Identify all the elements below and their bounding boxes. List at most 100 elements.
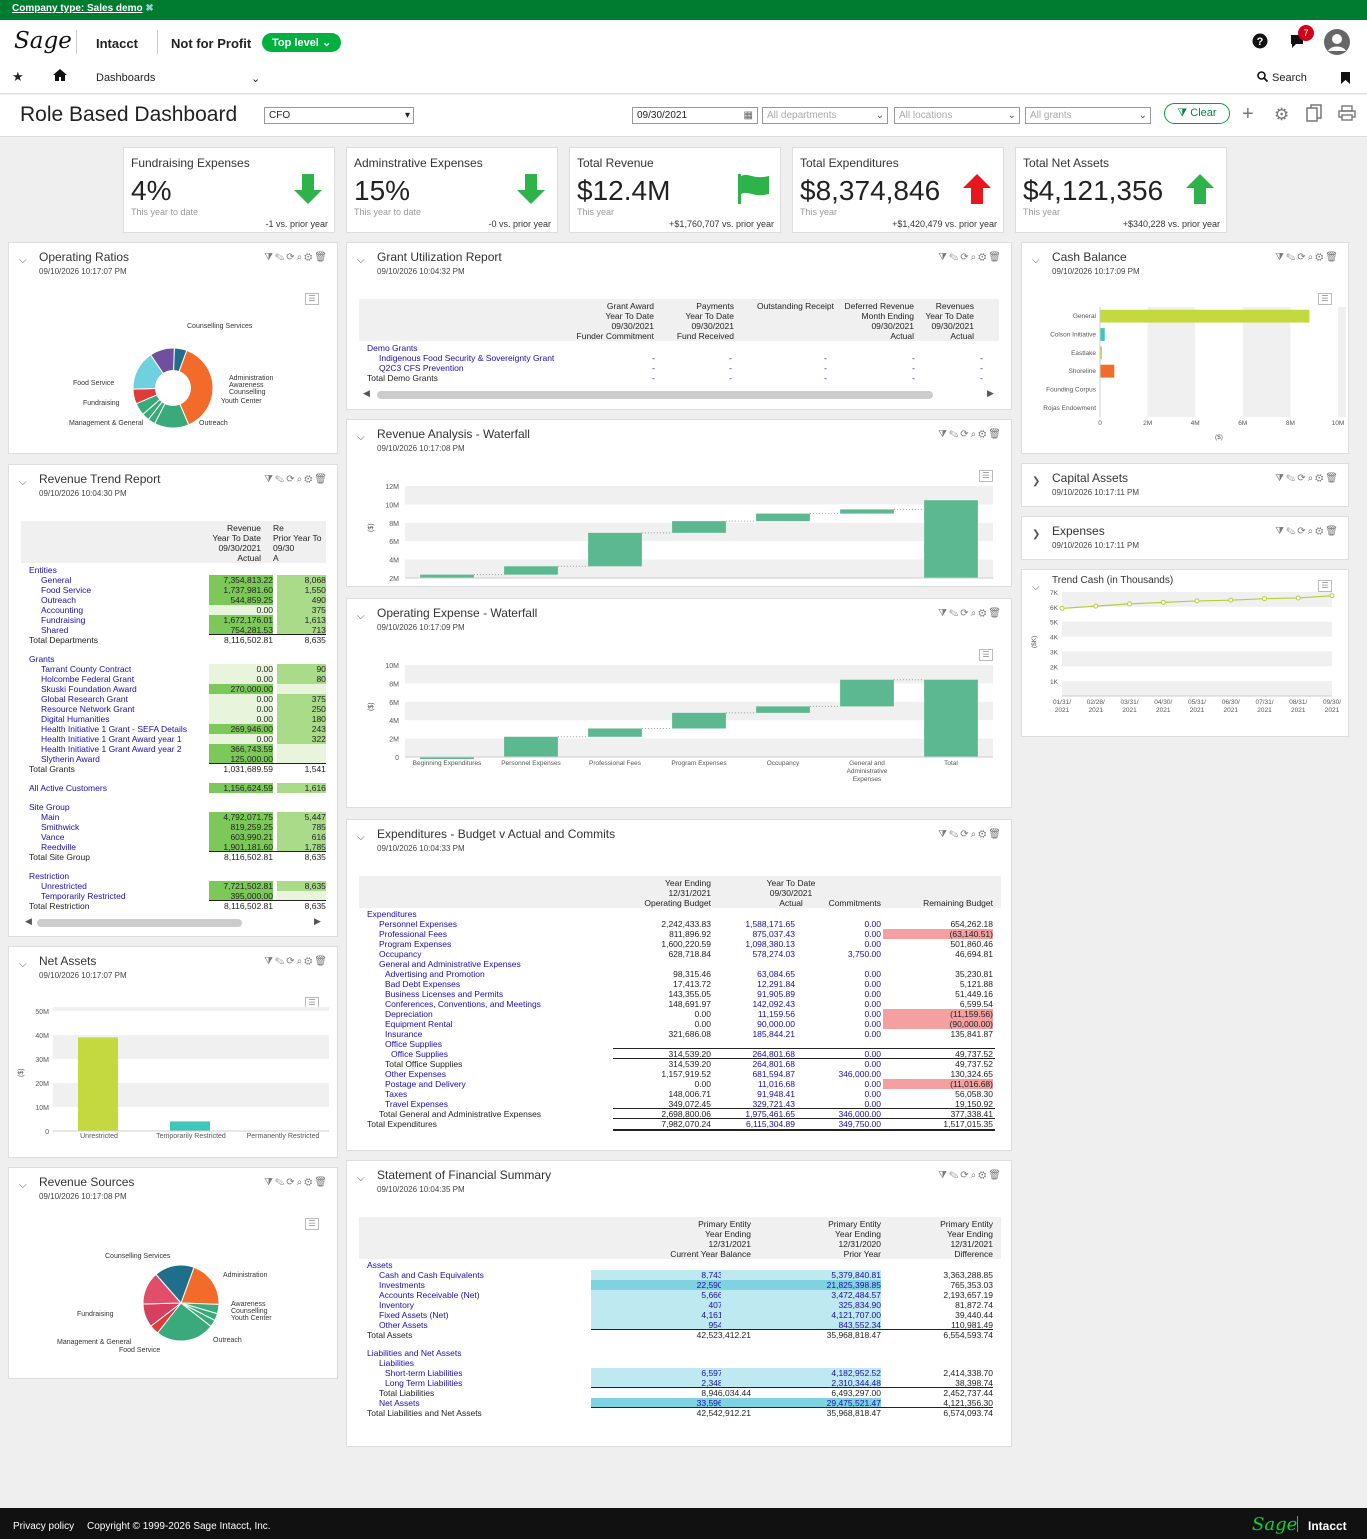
trash-icon[interactable]: 🗑 <box>988 829 1003 840</box>
trash-icon[interactable]: 🗑 <box>314 474 329 485</box>
table-row-label[interactable]: Vance <box>41 832 65 842</box>
table-row-label[interactable]: Outreach <box>41 595 76 605</box>
zoom-icon[interactable]: ⌕ <box>1307 473 1316 484</box>
company-name[interactable]: Not for Profit <box>171 36 252 51</box>
table-row-label[interactable]: Expenditures <box>367 909 417 919</box>
chevron-right-icon[interactable]: ❯ <box>1032 476 1041 487</box>
table-row-label[interactable]: Postage and Delivery <box>385 1079 466 1089</box>
gear-icon[interactable]: ⚙ <box>978 1170 989 1181</box>
entity-level-button[interactable]: Top level ⌄ <box>262 33 342 52</box>
trash-icon[interactable]: 🗑 <box>1325 526 1340 537</box>
table-row-label[interactable]: Investments <box>379 1280 425 1290</box>
refresh-icon[interactable]: ⟳ <box>1297 252 1308 263</box>
table-row-label[interactable]: Office Supplies <box>391 1049 449 1059</box>
table-row-label[interactable]: Tarrant County Contract <box>41 664 132 674</box>
filter-icon[interactable]: ⧩ <box>264 252 276 263</box>
trash-icon[interactable]: 🗑 <box>1325 252 1340 263</box>
table-row-label[interactable]: Indigenous Food Security & Sovereignty G… <box>379 353 555 363</box>
table-row-label[interactable]: Global Research Grant <box>41 694 128 704</box>
chevron-down-icon[interactable]: ⌵ <box>357 432 365 443</box>
trash-icon[interactable]: 🗑 <box>1325 473 1340 484</box>
table-row-label[interactable]: General <box>41 575 72 585</box>
departments-select[interactable]: All departments ⌄ <box>762 107 888 124</box>
chevron-down-icon[interactable]: ⌵ <box>357 1173 365 1184</box>
edit-icon[interactable]: ✎ <box>275 474 287 485</box>
edit-icon[interactable]: ✎ <box>275 252 287 263</box>
edit-icon[interactable]: ✎ <box>949 829 961 840</box>
table-row-label[interactable]: Restriction <box>29 871 70 881</box>
filter-icon[interactable]: ⧩ <box>264 1177 276 1188</box>
filter-icon[interactable]: ⧩ <box>264 956 276 967</box>
chart-menu-icon[interactable]: ☰ <box>305 1218 319 1230</box>
kpi-tile[interactable]: Adminstrative Expenses 15% This year to da… <box>346 147 558 233</box>
edit-icon[interactable]: ✎ <box>1286 252 1298 263</box>
trash-icon[interactable]: 🗑 <box>314 956 329 967</box>
add-icon[interactable]: + <box>1242 103 1254 125</box>
edit-icon[interactable]: ✎ <box>1286 473 1298 484</box>
table-row-label[interactable]: Equipment Rental <box>385 1019 453 1029</box>
chevron-down-icon[interactable]: ⌵ <box>357 832 365 843</box>
table-row-label[interactable]: Health Initiative 1 Grant Award year 2 <box>41 744 182 754</box>
table-row-label[interactable]: Health Initiative 1 Grant - SEFA Details <box>41 724 187 734</box>
home-icon[interactable] <box>52 68 68 86</box>
gear-icon[interactable]: ⚙ <box>978 429 989 440</box>
refresh-icon[interactable]: ⟳ <box>286 1177 297 1188</box>
filter-icon[interactable]: ⧩ <box>938 608 950 619</box>
filter-icon[interactable]: ⧩ <box>938 1170 950 1181</box>
table-row-label[interactable]: Net Assets <box>379 1398 420 1408</box>
edit-icon[interactable]: ✎ <box>1286 526 1298 537</box>
scroll-right-icon[interactable]: ▶ <box>314 916 321 926</box>
table-row-label[interactable]: Reedville <box>41 842 76 852</box>
zoom-icon[interactable]: ⌕ <box>1307 526 1316 537</box>
zoom-icon[interactable]: ⌕ <box>970 1170 979 1181</box>
filter-icon[interactable]: ⧩ <box>938 829 950 840</box>
table-row-label[interactable]: Taxes <box>385 1089 408 1099</box>
table-row-label[interactable]: Grants <box>29 654 55 664</box>
refresh-icon[interactable]: ⟳ <box>960 608 971 619</box>
chart-menu-icon[interactable]: ☰ <box>1318 293 1332 305</box>
gear-icon[interactable]: ⚙ <box>1315 473 1326 484</box>
chevron-down-icon[interactable]: ⌵ <box>1032 255 1040 266</box>
chart-menu-icon[interactable]: ☰ <box>305 293 319 305</box>
table-row-label[interactable]: Travel Expenses <box>385 1099 448 1109</box>
trash-icon[interactable]: 🗑 <box>988 429 1003 440</box>
table-row-label[interactable]: Personnel Expenses <box>379 919 457 929</box>
edit-icon[interactable]: ✎ <box>949 252 961 263</box>
table-row-label[interactable]: Digital Humanities <box>41 714 110 724</box>
copy-icon[interactable] <box>1306 104 1322 126</box>
zoom-icon[interactable]: ⌕ <box>296 474 305 485</box>
edit-icon[interactable]: ✎ <box>949 429 961 440</box>
refresh-icon[interactable]: ⟳ <box>286 956 297 967</box>
table-row-label[interactable]: All Active Customers <box>29 783 107 793</box>
table-row-label[interactable]: Accounts Receivable (Net) <box>379 1290 480 1300</box>
refresh-icon[interactable]: ⟳ <box>286 474 297 485</box>
search-icon[interactable] <box>1257 71 1269 85</box>
help-icon[interactable]: ? <box>1252 33 1268 53</box>
kpi-tile[interactable]: Total Revenue $12.4M This year +$1,760,707 … <box>569 147 781 233</box>
user-avatar-icon[interactable] <box>1323 28 1351 60</box>
refresh-icon[interactable]: ⟳ <box>960 829 971 840</box>
print-icon[interactable] <box>1338 105 1356 125</box>
table-row-label[interactable]: Advertising and Promotion <box>385 969 485 979</box>
kpi-tile[interactable]: Fundraising Expenses 4% This year to date -… <box>123 147 335 233</box>
edit-icon[interactable]: ✎ <box>275 1177 287 1188</box>
locations-select[interactable]: All locations ⌄ <box>894 107 1020 124</box>
horizontal-scrollbar[interactable] <box>377 391 933 399</box>
filter-icon[interactable]: ⧩ <box>938 252 950 263</box>
filter-icon[interactable]: ⧩ <box>264 474 276 485</box>
date-input[interactable]: 09/30/2021 ▦ <box>632 107 758 124</box>
table-row-label[interactable]: General and Administrative Expenses <box>379 959 521 969</box>
close-banner-icon[interactable]: ✖ <box>145 3 154 14</box>
zoom-icon[interactable]: ⌕ <box>970 829 979 840</box>
chevron-down-icon[interactable]: ⌄ <box>251 73 261 85</box>
table-row-label[interactable]: Inventory <box>379 1300 414 1310</box>
grants-select[interactable]: All grants ⌄ <box>1025 107 1151 124</box>
table-row-label[interactable]: Long Term Liabilities <box>385 1378 463 1388</box>
chevron-down-icon[interactable]: ⌵ <box>357 611 365 622</box>
table-row-label[interactable]: Professional Fees <box>379 929 448 939</box>
table-row-label[interactable]: Fundraising <box>41 615 86 625</box>
trash-icon[interactable]: 🗑 <box>314 252 329 263</box>
zoom-icon[interactable]: ⌕ <box>296 1177 305 1188</box>
table-row-label[interactable]: Other Expenses <box>385 1069 446 1079</box>
table-row-label[interactable]: Shared <box>41 625 69 635</box>
